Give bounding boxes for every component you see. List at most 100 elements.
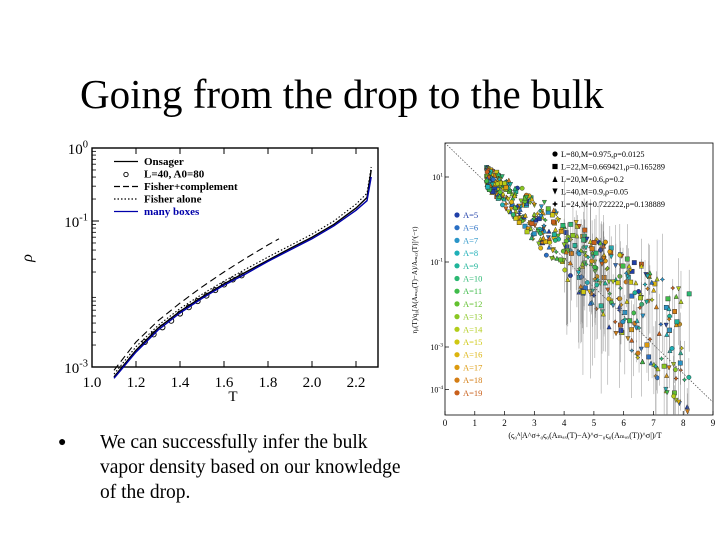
right-data-point <box>649 297 655 303</box>
right-data-point <box>594 282 600 288</box>
right-size-legend-marker <box>454 263 460 269</box>
right-data-point <box>663 322 669 328</box>
right-data-point <box>542 217 548 223</box>
right-data-point <box>579 274 584 280</box>
right-data-point <box>653 363 659 369</box>
left-data-point <box>176 310 184 317</box>
right-data-point <box>638 295 643 301</box>
right-data-point <box>517 206 523 212</box>
right-data-point <box>639 301 645 307</box>
right-data-point <box>681 377 688 383</box>
left-x-tick-label: 2.0 <box>303 375 322 391</box>
right-size-legend-marker <box>454 377 460 383</box>
right-size-legend-marker <box>454 326 460 332</box>
right-data-point <box>509 199 515 205</box>
right-data-point <box>642 281 648 288</box>
right-data-point <box>552 226 558 232</box>
right-data-point <box>519 185 525 191</box>
right-data-point <box>591 240 597 245</box>
bullet-text: We can successfully infer the bulk vapor… <box>100 432 401 503</box>
right-system-legend-label: L=24,M=0.722222,ρ=0.138889 <box>561 200 665 209</box>
right-data-point <box>545 206 551 212</box>
right-x-tick-label: 9 <box>711 418 716 428</box>
right-data-point <box>486 175 492 181</box>
left-x-tick-label: 1.2 <box>127 375 146 391</box>
right-data-point <box>500 202 505 208</box>
right-data-point <box>639 359 645 365</box>
right-data-point <box>602 280 608 286</box>
right-system-legend-marker <box>552 151 558 157</box>
right-system-legend-label: L=22,M=0.669421,ρ=0.165289 <box>561 163 665 172</box>
right-data-point <box>485 184 491 190</box>
right-data-point <box>512 185 518 191</box>
right-data-point <box>653 304 659 310</box>
right-size-legend-label: A=11 <box>463 286 482 296</box>
right-data-point <box>497 189 503 195</box>
right-data-point <box>658 356 665 362</box>
right-data-point <box>576 270 582 276</box>
right-data-point <box>484 178 490 184</box>
right-data-point <box>546 235 552 241</box>
right-data-point <box>531 211 537 217</box>
right-y-tick-label: 10-4 <box>430 385 443 395</box>
left-chart: 1.0 1.2 1.4 1.6 1.8 2.0 2.2 100 10-1 10-3 ρ T Ons… <box>19 139 379 405</box>
right-data-point <box>496 171 502 177</box>
right-data-point <box>540 210 546 216</box>
right-data-point <box>529 221 535 227</box>
right-data-point <box>631 310 637 316</box>
right-data-point <box>673 293 679 299</box>
right-data-point <box>629 268 635 274</box>
right-data-point <box>569 251 574 256</box>
right-data-point <box>646 354 652 360</box>
right-data-point <box>513 215 519 221</box>
left-legend-label: L=40, A0=80 <box>144 169 205 181</box>
left-data-point <box>168 317 175 324</box>
left-legend-label: Fisher+complement <box>144 181 238 193</box>
right-data-point <box>626 263 632 269</box>
right-data-point <box>484 169 490 175</box>
right-x-tick-label: 6 <box>621 418 626 428</box>
right-data-point <box>633 325 639 331</box>
right-data-point <box>502 180 507 186</box>
right-size-legend-label: A=13 <box>463 312 482 322</box>
right-data-point <box>613 331 619 337</box>
right-data-point <box>665 296 671 302</box>
right-x-tick-label: 8 <box>681 418 686 428</box>
right-data-point <box>672 309 677 314</box>
right-data-point <box>670 285 676 291</box>
right-data-point <box>645 273 651 279</box>
right-data-point <box>618 328 624 333</box>
right-data-point <box>592 264 598 270</box>
right-system-legend-marker <box>552 163 558 170</box>
right-data-point <box>637 305 643 311</box>
right-size-legend-marker <box>454 237 460 243</box>
right-size-legend-marker <box>454 390 460 396</box>
right-data-point <box>508 206 514 212</box>
right-data-point <box>568 236 574 243</box>
right-data-point <box>516 220 522 225</box>
right-data-point <box>644 342 650 348</box>
right-data-point <box>574 233 580 239</box>
right-data-point <box>638 346 644 352</box>
right-data-point <box>582 285 588 291</box>
right-data-point <box>620 319 626 325</box>
right-data-point <box>627 318 633 324</box>
left-y-tick-label: 10-1 <box>64 212 88 231</box>
right-data-point <box>615 280 621 286</box>
right-data-point <box>558 229 564 234</box>
right-data-point <box>546 244 552 250</box>
right-data-point <box>516 210 523 217</box>
right-size-legend-label: A=5 <box>463 210 478 220</box>
right-data-point <box>531 231 537 237</box>
right-data-point <box>538 245 544 251</box>
right-data-point <box>666 365 672 371</box>
right-x-axis-label: (ς₀ᴬ|A^σ+₀ς₀(Aₘₐₓ(T)−A)^σ−₀ς₀(Aₘₐₓ(T))^σ… <box>508 431 661 440</box>
right-data-point <box>617 252 623 258</box>
right-data-point <box>612 319 618 325</box>
right-data-point <box>673 322 679 328</box>
right-data-point <box>654 276 660 282</box>
left-legend-label: many boxes <box>144 206 200 218</box>
right-data-point <box>565 276 571 282</box>
right-data-point <box>514 203 521 209</box>
right-data-point <box>678 345 685 351</box>
